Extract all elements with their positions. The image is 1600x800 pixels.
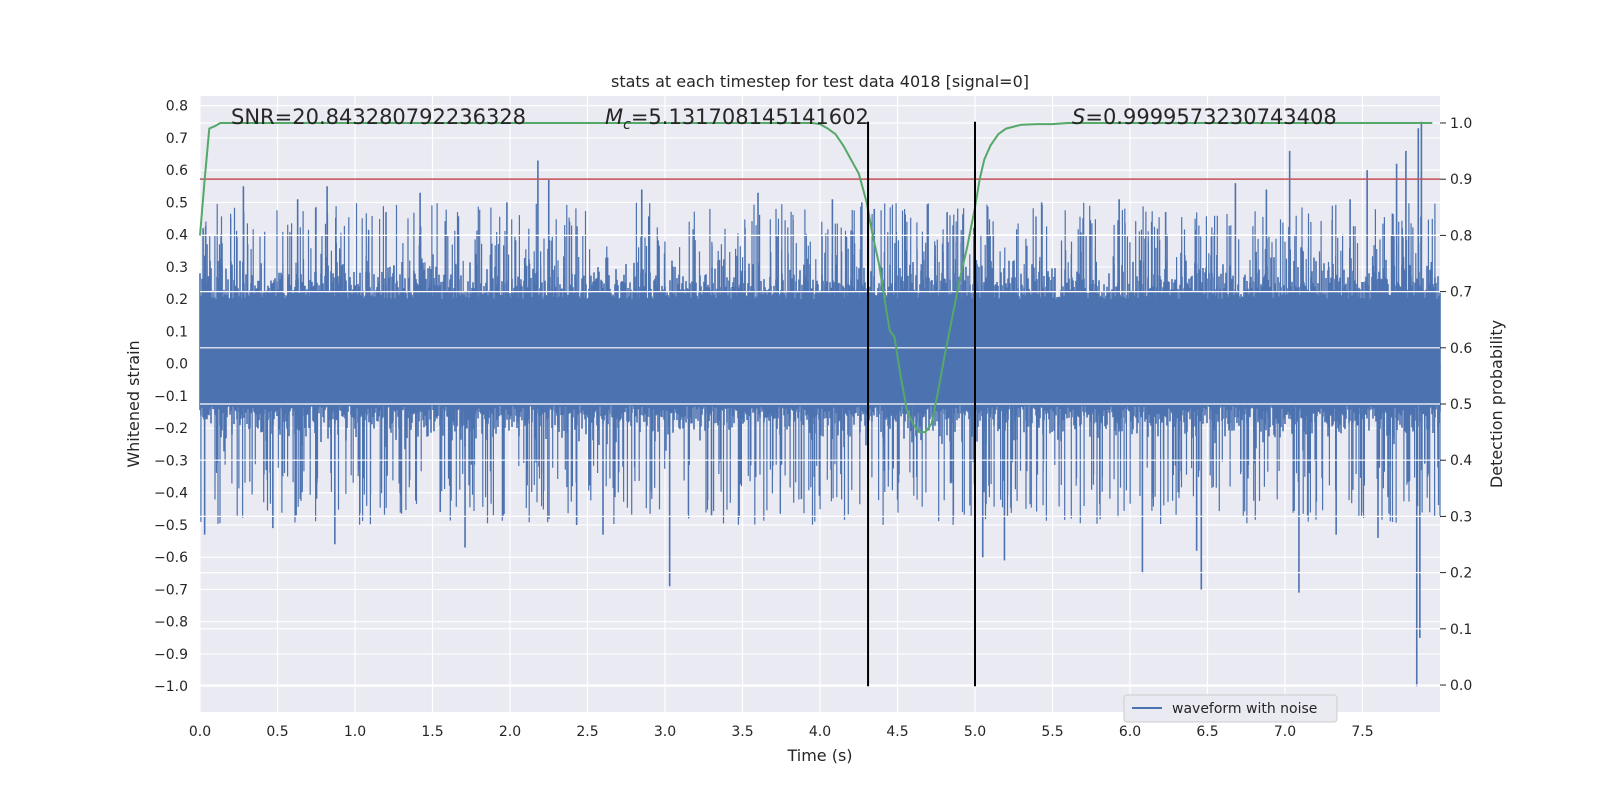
x-tick-label: 5.0 — [964, 724, 986, 740]
x-tick-label: 0.5 — [266, 724, 288, 740]
y-tick-label: −0.8 — [154, 615, 188, 631]
y-tick-label: 0.3 — [166, 260, 188, 276]
y-tick-label: −0.2 — [154, 421, 188, 437]
y-tick-label: −0.1 — [154, 389, 188, 405]
y-tick-label: 0.2 — [166, 292, 188, 308]
y2-tick-label: 0.4 — [1450, 453, 1472, 469]
x-tick-label: 1.5 — [421, 724, 443, 740]
chirp-mass-symbol: M — [605, 105, 623, 129]
y-tick-label: −0.5 — [154, 518, 188, 534]
y-ticks: 0.8 0.7 0.6 0.5 0.4 0.3 0.2 0.1 0.0 −0.1 −0.2 −0.3 −… — [154, 99, 188, 696]
waveform-series — [199, 121, 1441, 687]
x-tick-label: 3.0 — [654, 724, 676, 740]
x-tick-label: 7.0 — [1274, 724, 1296, 740]
y-tick-label: 0.7 — [166, 131, 188, 147]
y2-tick-label: 0.5 — [1450, 397, 1472, 413]
detection-probability-line — [199, 122, 1433, 434]
y-tick-label: −1.0 — [154, 679, 188, 695]
x-tick-label: 4.0 — [809, 724, 831, 740]
y2-tick-label: 0.8 — [1450, 228, 1472, 244]
x-tick-label: 7.5 — [1351, 724, 1373, 740]
waveform-noise-peaks — [200, 202, 1441, 525]
chirp-mass-annotation: Mc=5.131708145141602 — [605, 105, 869, 133]
y-tick-label: 0.5 — [166, 195, 188, 211]
y2-tick-label: 0.6 — [1450, 341, 1472, 357]
y2-ticks: 1.0 0.9 0.8 0.7 0.6 0.5 0.4 0.3 0.2 0.1 0.0 — [1440, 116, 1472, 694]
y2-tick-label: 0.9 — [1450, 172, 1472, 188]
y-axis-label: Whitened strain — [124, 340, 143, 467]
y2-tick-label: 0.7 — [1450, 285, 1472, 301]
chirp-mass-value: =5.131708145141602 — [631, 105, 869, 129]
x-tick-label: 5.5 — [1041, 724, 1063, 740]
x-axis-label: Time (s) — [786, 746, 852, 765]
y2-tick-label: 0.2 — [1450, 566, 1472, 582]
x-tick-label: 0.0 — [189, 724, 211, 740]
s-annotation: S=0.9999573230743408 — [1072, 105, 1337, 129]
s-value: =0.9999573230743408 — [1085, 105, 1336, 129]
legend-box — [1123, 694, 1338, 723]
x-tick-label: 3.5 — [731, 724, 753, 740]
legend-label-waveform: waveform with noise — [1172, 701, 1317, 717]
y2-tick-label: 0.3 — [1450, 509, 1472, 525]
y-tick-label: −0.6 — [154, 550, 188, 566]
chirp-mass-subscript: c — [623, 117, 631, 133]
y-tick-label: −0.9 — [154, 647, 188, 663]
y-tick-label: 0.8 — [166, 99, 188, 115]
y-tick-label: 0.1 — [166, 324, 188, 340]
y-tick-label: 0.0 — [166, 357, 188, 373]
y-tick-label: −0.3 — [154, 453, 188, 469]
chart-title: stats at each timestep for test data 401… — [611, 72, 1029, 91]
y2-axis-label: Detection probability — [1487, 320, 1506, 488]
vertical-markers — [867, 121, 976, 687]
x-ticks: 0.0 0.5 1.0 1.5 2.0 2.5 3.0 3.5 4.0 4.5 5.0 5.5 6.0 6… — [189, 724, 1374, 740]
y-tick-label: −0.4 — [154, 486, 188, 502]
y-tick-label: −0.7 — [154, 582, 188, 598]
x-tick-label: 2.0 — [499, 724, 521, 740]
snr-annotation: SNR=20.843280792236328 — [231, 105, 526, 129]
y2-tick-label: 0.0 — [1450, 678, 1472, 694]
y-tick-label: 0.6 — [166, 163, 188, 179]
legend: waveform with noise — [1123, 694, 1338, 723]
x-tick-label: 2.5 — [576, 724, 598, 740]
s-symbol: S — [1072, 105, 1085, 129]
x-tick-label: 1.0 — [344, 724, 366, 740]
x-tick-label: 6.0 — [1119, 724, 1141, 740]
y2-tick-label: 1.0 — [1450, 116, 1472, 132]
x-tick-label: 6.5 — [1196, 724, 1218, 740]
x-tick-label: 4.5 — [886, 724, 908, 740]
y-tick-label: 0.4 — [166, 228, 188, 244]
y2-tick-label: 0.1 — [1450, 622, 1472, 638]
